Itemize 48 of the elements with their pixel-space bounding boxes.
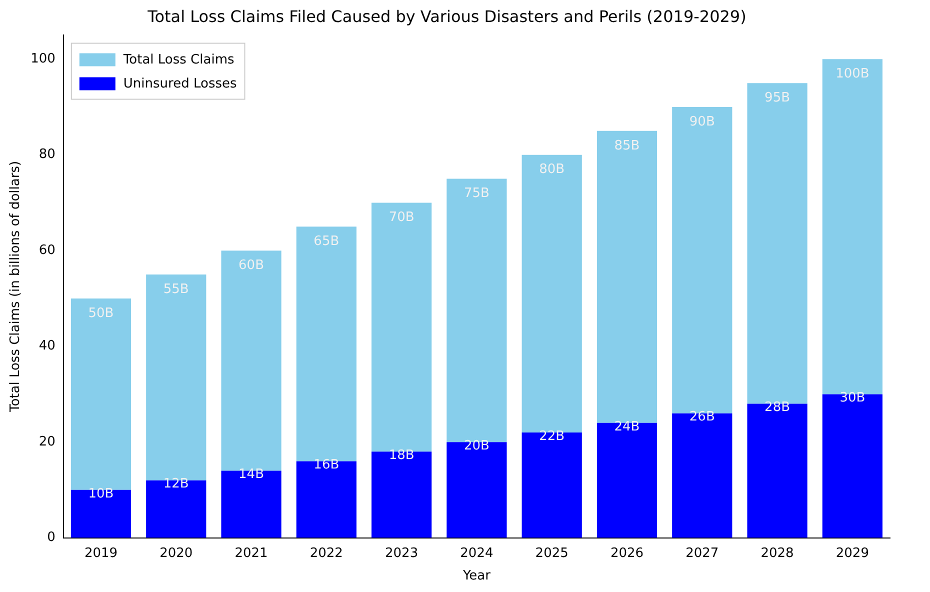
bar [221,470,282,538]
data-label: 22B [539,428,565,444]
x-tick-label: 2025 [535,546,568,561]
data-label: 26B [689,410,715,425]
total-label: 55B [163,282,189,297]
chart-title: Total Loss Claims Filed Caused by Various Disasters and Perils (2019-2029) [146,6,746,26]
x-tick-label: 2026 [610,546,644,561]
data-label: 20B [464,438,490,454]
data-label: 14B [238,467,264,482]
x-axis-title: Year [462,568,492,584]
data-label: 30B [840,390,866,406]
y-tick-label: 40 [38,338,56,354]
y-tick-label: 60 [38,242,56,258]
x-tick-label: 2028 [760,546,794,561]
x-tick-label: 2029 [836,546,869,561]
y-tick-label: 20 [38,434,56,450]
total-label: 70B [388,210,414,226]
data-label: 12B [163,476,189,492]
x-tick-label: 2027 [686,546,719,561]
y-tick-label: 80 [38,147,56,162]
total-label: 50B [88,306,114,321]
y-tick-label: 100 [30,52,56,67]
x-tick-label: 2023 [385,546,418,561]
y-axis-title: Total Loss Claims (in billions of dollars) [8,160,24,414]
total-label: 75B [464,186,490,202]
total-label: 65B [314,234,340,250]
y-tick-label: 0 [47,530,56,546]
data-label: 16B [314,458,340,473]
x-tick-label: 2020 [160,546,193,561]
total-label: 80B [539,162,565,178]
x-tick-label: 2019 [84,546,118,561]
x-tick-label: 2024 [460,546,494,561]
x-tick-label: 2022 [310,546,343,561]
total-label: 100B [836,66,870,82]
data-label: 10B [88,486,114,502]
x-tick-label: 2021 [234,546,268,561]
bar [596,422,658,538]
bar [70,490,132,538]
data-label: 18B [388,448,414,464]
total-label: 95B [764,90,790,106]
total-label: 85B [614,138,640,154]
total-label: 90B [689,114,715,130]
legend-label: Total Loss Claims [122,52,234,68]
data-label: 28B [764,400,790,416]
data-label: 24B [614,419,640,434]
legend-label: Uninsured Losses [123,76,237,92]
bar [522,432,582,538]
total-label: 60B [238,258,264,273]
